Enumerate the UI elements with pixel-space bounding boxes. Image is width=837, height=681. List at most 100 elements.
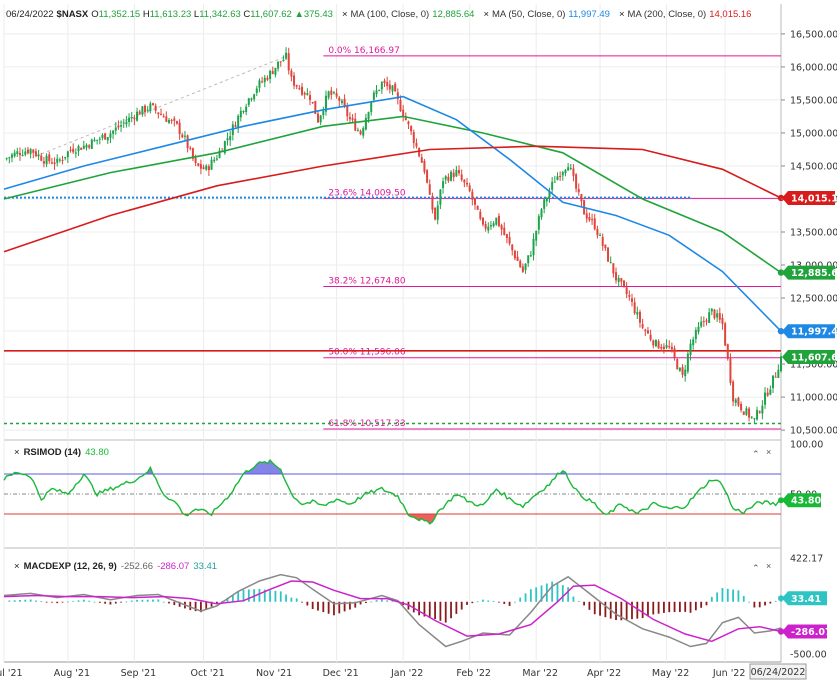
candle-body xyxy=(599,235,602,237)
y-tick-label: 11,500.00 xyxy=(790,360,837,371)
candle-body xyxy=(34,151,37,156)
candle-body xyxy=(580,194,583,202)
candle-body xyxy=(58,159,61,161)
header-symbol[interactable]: $NASX xyxy=(56,9,89,20)
macd-hist-bar xyxy=(82,599,85,602)
macd-hist-bar xyxy=(498,601,500,603)
x-tick-label: May '22 xyxy=(652,668,689,679)
candle-body xyxy=(237,115,240,128)
macd-hist-bar xyxy=(705,601,708,606)
macd-hist-bar xyxy=(567,587,570,602)
x-tick-label: Jan '22 xyxy=(390,668,423,679)
macd-hist-bar xyxy=(668,601,671,613)
macd-hist-bar xyxy=(285,594,287,602)
candle-body xyxy=(612,263,615,274)
macd-hist-bar xyxy=(8,600,11,602)
candle-body xyxy=(394,83,397,92)
macd-hist-bar xyxy=(375,600,378,602)
macd-hist-bar xyxy=(593,601,596,615)
candle-body xyxy=(471,191,474,200)
candle-body xyxy=(609,262,612,264)
candle-body xyxy=(615,272,618,281)
candle-body xyxy=(740,403,743,411)
x-tick-label: Jun '22 xyxy=(712,668,746,679)
macd-y-tick-label: 422.17 xyxy=(790,553,823,564)
candle-body xyxy=(242,111,245,113)
ma200-close-icon[interactable]: × xyxy=(618,9,625,20)
macd-hist-bar xyxy=(535,587,538,602)
macd-header: × MACDEXP (12, 26, 9) -252.66 -286.07 33… xyxy=(14,561,217,572)
candle-body xyxy=(753,418,756,420)
macd-hist-bar xyxy=(77,600,80,602)
candle-body xyxy=(500,225,503,230)
candle-body xyxy=(458,170,461,174)
macd-hist-bar xyxy=(306,601,309,606)
macd-hist-bar xyxy=(753,601,756,608)
ma50-close-icon[interactable]: × xyxy=(483,9,490,20)
candle-body xyxy=(668,346,671,348)
candle-body xyxy=(197,163,200,166)
macd-y-tick-label: -500.00 xyxy=(790,649,827,660)
x-tick-label: Sep '21 xyxy=(121,668,157,679)
candle-body xyxy=(359,130,362,135)
macd-hist-bar xyxy=(168,601,170,604)
candle-body xyxy=(452,172,455,178)
candle-body xyxy=(295,85,298,87)
candle-body xyxy=(66,151,69,158)
candle-body xyxy=(724,323,727,346)
candle-body xyxy=(623,280,626,287)
rsi-close-icon[interactable]: × xyxy=(14,447,20,458)
macd-hist-bar xyxy=(434,601,436,620)
candle-body xyxy=(319,115,322,123)
candle-body xyxy=(630,298,633,302)
candle-body xyxy=(29,149,32,154)
candle-body xyxy=(309,95,312,101)
candle-body xyxy=(692,339,695,346)
y-tick-label: 12,500.00 xyxy=(790,294,837,305)
candle-body xyxy=(646,330,649,334)
candle-body xyxy=(535,230,538,241)
price-tag xyxy=(782,265,835,280)
macd-hist-bar xyxy=(423,601,426,617)
candle-body xyxy=(175,121,178,124)
macd-remove-icon[interactable]: × xyxy=(766,561,772,571)
open-label: O xyxy=(91,9,99,20)
rsi-remove-icon[interactable]: × xyxy=(766,447,772,457)
candle-body xyxy=(761,405,764,414)
rsi-collapse-icon[interactable]: ⌃ xyxy=(752,449,760,459)
candle-body xyxy=(585,213,588,219)
candle-body xyxy=(375,90,378,95)
macd-hist-bar xyxy=(200,601,202,613)
macd-hist-bar xyxy=(40,601,43,602)
candle-body xyxy=(455,170,458,177)
macd-hist-bar xyxy=(215,601,218,604)
candle-body xyxy=(112,130,115,134)
candle-body xyxy=(106,137,109,141)
ma100-close-icon[interactable]: × xyxy=(341,9,348,20)
candle-body xyxy=(399,100,402,112)
candle-body xyxy=(354,118,357,131)
candle-body xyxy=(50,162,53,164)
ma100-line-end-dot xyxy=(777,269,785,276)
candle-body xyxy=(591,219,594,221)
candle-body xyxy=(157,112,160,115)
macd-hist-bar xyxy=(647,601,649,617)
candle-body xyxy=(93,139,96,142)
price-tag-label: 12,885.64 xyxy=(791,268,837,279)
macd-signal-line xyxy=(3,580,782,643)
candle-body xyxy=(362,127,365,136)
candle-body xyxy=(402,109,405,117)
macd-collapse-icon[interactable]: ⌃ xyxy=(752,563,760,573)
candle-body xyxy=(13,152,16,157)
macd-hist-end-dot xyxy=(778,595,784,602)
candle-body xyxy=(758,411,761,413)
candle-body xyxy=(705,320,708,322)
candle-body xyxy=(98,138,101,140)
candle-body xyxy=(479,211,482,219)
macd-hist-bar xyxy=(242,589,245,602)
macd-hist-bar xyxy=(700,601,703,608)
macd-hist-bar xyxy=(663,601,665,613)
macd-close-icon[interactable]: × xyxy=(14,561,20,572)
candle-body xyxy=(473,198,476,205)
